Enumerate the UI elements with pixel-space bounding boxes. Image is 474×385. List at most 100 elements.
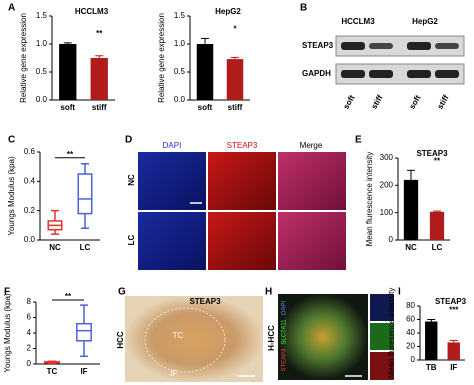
blot-band: [369, 43, 393, 49]
x-tick-label: LC: [80, 243, 91, 252]
y-tick-label: 1.5: [36, 11, 48, 20]
y-tick-label: 100: [380, 208, 394, 217]
ihc-title: STEAP3: [189, 297, 221, 306]
blot-row: GAPDH: [302, 69, 331, 78]
stain-label: STEAP3: [227, 141, 258, 150]
y-tick-label: 0: [27, 359, 32, 368]
blot-strip: [335, 63, 465, 85]
y-axis-label: Youngs Modulus (kpa): [3, 293, 12, 373]
panel-letter: G: [118, 287, 126, 298]
y-tick-label: 0.0: [36, 95, 48, 104]
blot-band: [341, 42, 365, 50]
micrograph: [138, 152, 206, 210]
blot-band: [341, 70, 365, 78]
y-tick-label: 0.2: [24, 206, 36, 215]
y-tick-label: 60: [406, 315, 415, 324]
blot-band: [407, 42, 431, 50]
x-tick-label: soft: [198, 103, 213, 112]
y-tick-label: 0.5: [36, 67, 48, 76]
stain-label: SLC7A11: [282, 319, 288, 345]
y-tick-label: 300: [380, 153, 394, 162]
micrograph: [208, 212, 276, 270]
bar: [90, 58, 108, 100]
panel-letter: A: [8, 3, 15, 14]
x-tick-label: IF: [450, 363, 457, 372]
blot-lane: soft: [341, 93, 356, 110]
y-tick-label: 6: [27, 313, 32, 322]
stain-label: DAPI: [163, 141, 182, 150]
x-tick-label: stiff: [228, 103, 243, 112]
blot-cell: HepG2: [412, 17, 438, 26]
x-tick-label: LC: [432, 243, 443, 252]
stain-label: STEAP3: [282, 348, 288, 372]
y-tick-label: 0.6: [24, 147, 36, 156]
panel-letter: E: [355, 135, 362, 146]
box: [76, 322, 92, 342]
y-tick-label: 0.0: [24, 235, 36, 244]
x-tick-label: stiff: [92, 103, 107, 112]
significance: **: [434, 156, 441, 165]
y-axis-label: Mean fluresence intensity: [387, 288, 396, 379]
chart-title: STEAP3: [435, 297, 467, 306]
panel-letter: C: [8, 135, 15, 146]
y-tick-label: 0.0: [174, 95, 186, 104]
y-tick-label: 40: [406, 328, 415, 337]
panel-letter: B: [300, 3, 307, 14]
blot-row: STEAP3: [302, 41, 334, 50]
y-tick-label: 200: [380, 180, 394, 189]
micrograph: [278, 294, 368, 380]
chart-title: STEAP3: [416, 149, 448, 158]
ihc-region: TC: [173, 331, 184, 340]
panel-letter: D: [125, 135, 132, 146]
western-blot: HCCLM3 HepG2 STEAP3 GAPDH soft stiff sof…: [302, 17, 465, 111]
y-tick-label: 8: [27, 297, 32, 306]
blot-band: [435, 70, 459, 78]
micrograph: [370, 352, 394, 380]
micrograph: [370, 294, 394, 321]
ihc-region: IF: [170, 369, 177, 378]
significance: ***: [449, 306, 459, 315]
micrograph: [370, 323, 394, 350]
y-tick-label: 80: [406, 301, 415, 310]
bar: [447, 342, 460, 360]
blot-band: [369, 70, 393, 78]
significance: **: [96, 29, 103, 38]
stain-label: DAPI: [282, 301, 288, 315]
significance: **: [67, 150, 74, 159]
x-tick-label: NC: [49, 243, 61, 252]
micrograph: [138, 212, 206, 270]
y-tick-label: 1.5: [174, 11, 186, 20]
bar: [59, 44, 77, 100]
y-axis-label: Relative gene expression: [19, 13, 28, 103]
fluor-image: H-HCC DAPI SLC7A11 STEAP3: [267, 294, 394, 380]
y-tick-label: 2: [27, 344, 32, 353]
y-axis-label: Youngs Modulus (kpa): [7, 156, 16, 236]
y-tick-label: 1.0: [174, 39, 186, 48]
blot-lane: stiff: [435, 93, 450, 110]
blot-band: [407, 70, 431, 78]
bar: [196, 44, 214, 100]
blot-band: [435, 43, 459, 49]
micrograph: [208, 152, 276, 210]
chart-title: HCCLM3: [75, 7, 109, 16]
y-axis-label: Relative gene expression: [157, 13, 166, 103]
stain-row: LC: [127, 234, 136, 245]
micrograph: [125, 296, 263, 382]
significance: **: [65, 292, 72, 301]
x-tick-label: TC: [47, 367, 58, 376]
bar: [403, 179, 419, 240]
box: [77, 173, 93, 215]
blot-cell: HCCLM3: [341, 17, 375, 26]
significance: *: [233, 25, 237, 34]
x-tick-label: soft: [60, 103, 75, 112]
y-tick-label: 0.5: [174, 67, 186, 76]
panel-letter: I: [398, 287, 401, 298]
panel-letter: H: [265, 287, 272, 298]
y-tick-label: 0: [389, 235, 394, 244]
x-tick-label: NC: [405, 243, 417, 252]
y-axis-label: Mean flurescence intensity: [365, 152, 374, 247]
ihc-image: STEAP3 HCC TC IF: [116, 296, 263, 382]
y-tick-label: 0: [411, 355, 416, 364]
fluor-side: H-HCC: [267, 325, 276, 351]
